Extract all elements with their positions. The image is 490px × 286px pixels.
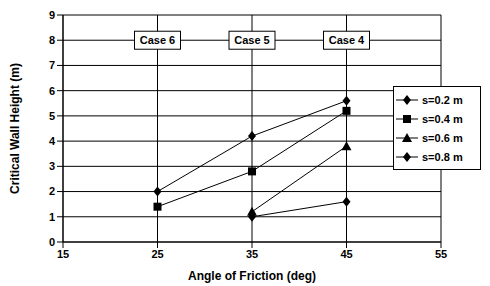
svg-text:9: 9 (49, 9, 55, 21)
svg-text:Angle of Friction (deg): Angle of Friction (deg) (188, 269, 316, 283)
svg-text:Case 5: Case 5 (234, 34, 269, 46)
svg-text:5: 5 (49, 110, 55, 122)
html-text:s=0.4 m: s=0.4 m (422, 112, 463, 125)
svg-text:8: 8 (49, 34, 55, 46)
svg-text:3: 3 (49, 160, 55, 172)
svg-text:2: 2 (49, 185, 55, 197)
svg-text:1: 1 (49, 211, 55, 223)
svg-text:25: 25 (151, 248, 163, 260)
svg-text:35: 35 (246, 248, 258, 260)
svg-text:0: 0 (49, 236, 55, 248)
svg-text:45: 45 (340, 248, 352, 260)
html-text:s=0.8 m: s=0.8 m (422, 150, 463, 163)
svg-text:7: 7 (49, 59, 55, 71)
svg-text:Critical Wall Height (m): Critical Wall Height (m) (8, 63, 22, 194)
svg-text:6: 6 (49, 85, 55, 97)
svg-text:15: 15 (57, 248, 69, 260)
svg-text:55: 55 (435, 248, 447, 260)
svg-text:Case 4: Case 4 (329, 34, 365, 46)
html-text:s=0.2 m: s=0.2 m (422, 93, 463, 106)
svg-text:4: 4 (49, 135, 56, 147)
svg-text:Case 6: Case 6 (140, 34, 175, 46)
html-text:s=0.6 m: s=0.6 m (422, 131, 463, 144)
